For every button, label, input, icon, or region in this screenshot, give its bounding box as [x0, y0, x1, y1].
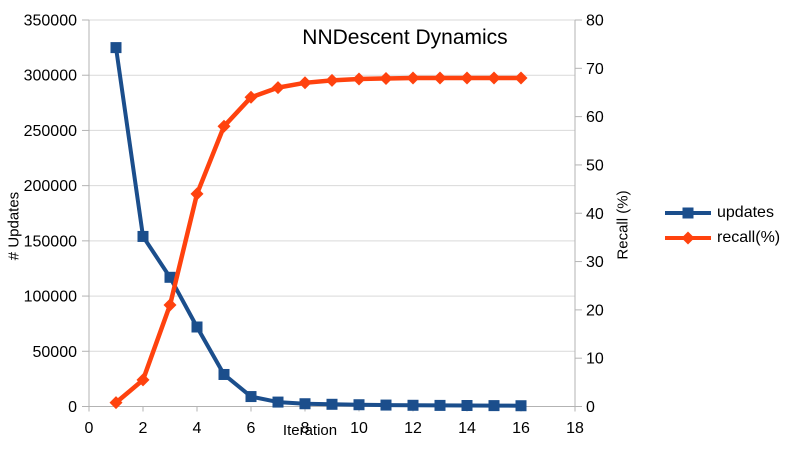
- recall-data-point: [352, 72, 366, 86]
- legend-label-recall: recall(%): [717, 228, 781, 246]
- x-tick-label: 6: [247, 420, 256, 437]
- legend: updates recall(%): [665, 200, 780, 250]
- y-right-tick-label: 40: [586, 206, 604, 223]
- updates-legend-marker-icon: [665, 207, 711, 218]
- recall-data-point: [406, 71, 420, 85]
- updates-series-line: [114, 47, 522, 408]
- y-right-tick-label: 20: [586, 302, 604, 319]
- updates-data-point: [272, 396, 284, 408]
- recall-data-point: [190, 187, 204, 201]
- recall-data-point: [271, 81, 285, 95]
- legend-item-updates: updates: [665, 200, 780, 225]
- legend-label-updates: updates: [717, 203, 774, 221]
- x-tick-label: 12: [404, 420, 422, 437]
- recall-data-point: [379, 71, 393, 85]
- x-tick-label: 14: [458, 420, 476, 437]
- y-right-tick-label: 0: [586, 399, 595, 416]
- legend-item-recall: recall(%): [665, 225, 780, 250]
- y-right-tick-label: 70: [586, 61, 604, 78]
- updates-data-point: [488, 400, 500, 412]
- updates-data-point: [434, 399, 446, 411]
- x-tick-label: 16: [512, 420, 530, 437]
- recall-data-point: [460, 71, 474, 85]
- updates-data-point: [137, 230, 149, 242]
- updates-data-point: [515, 400, 527, 412]
- updates-data-point: [407, 399, 419, 411]
- x-tick-label: 10: [350, 420, 368, 437]
- x-tick-label: 4: [193, 420, 202, 437]
- recall-data-point: [487, 71, 501, 85]
- y-left-tick-label: 100000: [24, 289, 77, 306]
- updates-data-point: [218, 368, 230, 380]
- recall-legend-marker-icon: [665, 231, 711, 244]
- updates-data-point: [299, 398, 311, 410]
- y-axis-label-left: # Updates: [5, 191, 23, 261]
- y-left-tick-label: 300000: [24, 68, 77, 85]
- recall-data-point: [433, 71, 447, 85]
- recall-series-line: [114, 75, 521, 405]
- updates-data-point: [110, 42, 122, 54]
- updates-data-point: [380, 399, 392, 411]
- recall-data-point: [298, 76, 312, 90]
- chart-title: NNDescent Dynamics: [302, 26, 508, 49]
- y-left-tick-label: 50000: [33, 344, 78, 361]
- recall-data-point: [163, 298, 177, 312]
- y-right-tick-label: 80: [586, 13, 604, 30]
- recall-data-point: [136, 373, 150, 387]
- recall-data-point: [514, 71, 528, 85]
- y-right-tick-label: 10: [586, 351, 604, 368]
- y-right-tick-label: 60: [586, 109, 604, 126]
- x-axis-label: Iteration: [282, 422, 338, 439]
- updates-data-point: [353, 399, 365, 411]
- x-tick-label: 18: [566, 420, 584, 437]
- x-tick-label: 2: [139, 420, 148, 437]
- y-left-tick-label: 150000: [24, 233, 77, 250]
- y-right-tick-label: 30: [586, 254, 604, 271]
- updates-data-point: [245, 391, 257, 403]
- x-tick-label: 0: [85, 420, 94, 437]
- y-right-tick-label: 50: [586, 157, 604, 174]
- updates-data-point: [164, 271, 176, 283]
- x-tick-label: 8: [301, 420, 310, 437]
- updates-data-point: [326, 398, 338, 410]
- recall-data-point: [109, 396, 123, 410]
- updates-data-point: [461, 400, 473, 412]
- updates-data-point: [191, 321, 203, 333]
- y-axis-label-right: Recall (%): [614, 190, 632, 260]
- y-left-tick-label: 200000: [24, 178, 77, 195]
- recall-data-point: [325, 73, 339, 87]
- y-left-tick-label: 350000: [24, 13, 77, 30]
- y-left-tick-label: 0: [68, 399, 77, 416]
- recall-data-point: [217, 119, 231, 133]
- y-left-tick-label: 250000: [24, 123, 77, 140]
- recall-data-point: [244, 90, 258, 104]
